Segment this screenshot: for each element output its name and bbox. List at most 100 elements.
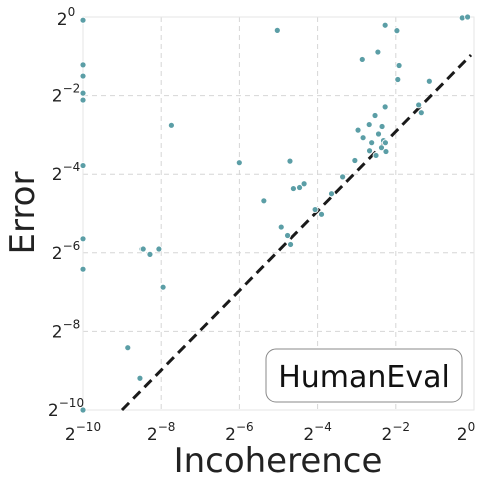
y-tick-label-exponent: −8 [63,317,81,331]
x-tick-label: 2−2 [382,420,411,445]
y-tick-label: 2−8 [52,317,81,342]
x-tick-label-exponent: 0 [468,420,476,434]
scatter-point [371,112,379,119]
scatter-point [260,197,268,205]
y-tick-label-exponent: 0 [68,5,76,19]
y-tick-label-exponent: −2 [63,82,81,96]
y-tick-label: 2−2 [52,82,81,107]
x-tick-label-base: 2 [147,425,158,445]
scatter-point [365,121,373,128]
y-axis-label: Error [3,172,43,255]
y-tick-label-base: 2 [52,244,63,264]
data-points [79,13,472,414]
scatter-point [394,76,402,83]
scatter-point [79,406,87,414]
plot-frame [82,16,475,411]
scatter-point [382,148,390,155]
scatter-point [136,374,144,382]
scatter-point [79,89,87,97]
y-tick-label-exponent: −10 [59,396,84,410]
x-tick-label: 2−4 [303,420,332,445]
scatter-point [286,157,294,165]
y-tick-labels: 2−102−82−62−42−220 [48,5,84,421]
scatter-point [159,283,167,291]
scatter-point [318,210,325,218]
scatter-point [139,245,147,253]
scatter-point [296,184,303,191]
y-tick-label-base: 2 [57,10,68,30]
x-tick-label-base: 2 [65,425,76,445]
scatter-point [79,61,87,69]
scatter-point [277,223,285,231]
x-tick-label-base: 2 [225,425,236,445]
x-tick-label-base: 2 [303,425,314,445]
scatter-point [287,241,294,248]
scatter-point [372,152,380,159]
legend-label: HumanEval [278,360,450,395]
scatter-point [235,159,243,167]
reference-line [120,53,473,412]
scatter-point [124,344,132,352]
scatter-point [328,190,335,198]
y-tick-label-base: 2 [52,322,63,342]
legend: HumanEval [265,348,463,403]
scatter-point [415,101,423,109]
scatter-point [351,157,359,164]
scatter-point [393,27,401,35]
x-axis-label: Incoherence [174,441,383,481]
scatter-point [368,139,376,147]
scatter-point [339,173,347,181]
scatter-point [300,180,308,188]
x-tick-label-exponent: −10 [76,420,101,434]
scatter-point [378,144,385,152]
y-tick-label-exponent: −6 [63,239,81,253]
scatter-point [79,162,87,169]
y-tick-label: 20 [57,5,75,30]
scatter-point [417,109,425,117]
y-tick-label: 2−4 [52,160,81,185]
scatter-point [155,245,163,253]
scatter-point [366,147,373,155]
scatter-point [359,134,367,142]
y-tick-label-base: 2 [52,165,63,185]
scatter-point [273,26,281,34]
scatter-point [381,103,389,111]
scatter-point [354,126,362,134]
scatter-point [311,206,319,213]
x-tick-label: 2−10 [65,420,101,445]
scatter-point [79,265,87,273]
y-tick-label-base: 2 [48,401,59,421]
scatter-point [79,72,87,80]
scatter-point [378,123,386,130]
x-tick-label: 20 [457,420,475,445]
x-tick-label-exponent: −4 [314,420,332,434]
scatter-point [284,232,291,239]
scatter-point [395,62,403,69]
x-tick-label-exponent: −6 [236,420,254,434]
scatter-point [358,56,366,63]
x-tick-label-base: 2 [382,425,393,445]
x-tick-label-exponent: −2 [392,420,410,434]
scatter-point [381,21,389,29]
scatter-point [382,139,389,147]
y-tick-label-exponent: −4 [63,160,81,174]
x-tick-label: 2−6 [225,420,254,445]
scatter-point [79,235,87,243]
scatter-point [290,185,297,192]
scatter-point [464,13,472,21]
scatter-point [425,77,433,85]
x-tick-label-base: 2 [457,425,468,445]
scatter-point [79,16,87,24]
y-tick-label: 2−10 [48,396,84,421]
y-tick-label: 2−6 [52,239,81,264]
x-tick-label: 2−8 [147,420,176,445]
x-tick-label-exponent: −8 [158,420,176,434]
scatter-point [167,121,175,129]
scatter-point [79,96,87,104]
legend-box [265,348,463,403]
scatter-point [374,48,382,56]
x-tick-labels: 2−10 2−8 2−6 2−4 2−2 20 [65,420,475,445]
scatter-point [146,250,154,258]
y-tick-label-base: 2 [52,87,63,107]
